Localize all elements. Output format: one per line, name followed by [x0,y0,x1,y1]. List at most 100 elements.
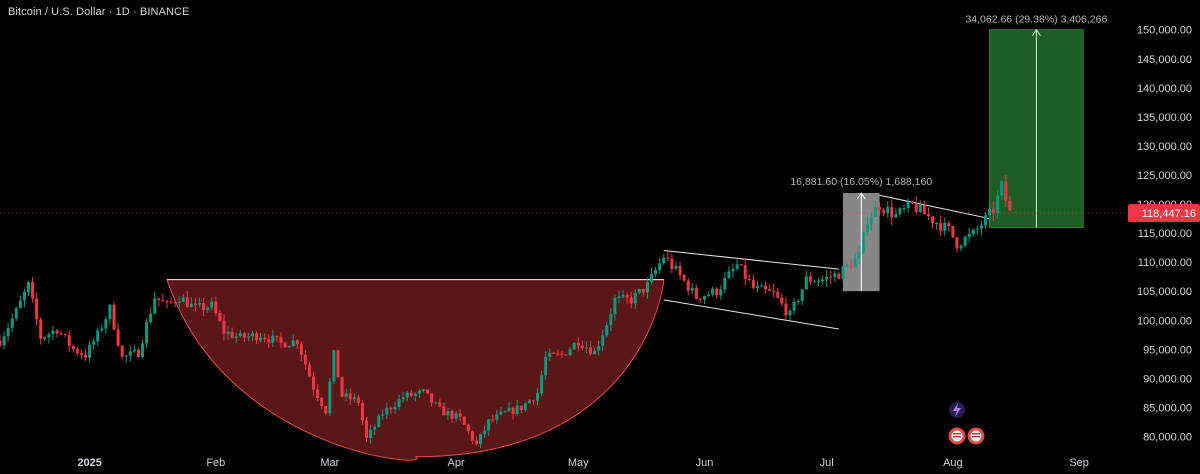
candle[interactable] [686,278,690,296]
candle[interactable] [442,402,446,416]
candle[interactable] [869,212,873,232]
candle[interactable] [935,221,939,230]
candle[interactable] [588,340,592,356]
candle[interactable] [373,424,377,436]
candle[interactable] [393,401,397,415]
candle[interactable] [580,340,584,351]
candle[interactable] [369,424,373,444]
candle[interactable] [303,350,307,370]
candle[interactable] [226,326,230,341]
candle[interactable] [755,281,759,293]
candle[interactable] [947,220,951,232]
candle[interactable] [849,259,853,270]
candle[interactable] [511,406,515,420]
candle[interactable] [128,345,132,362]
candle[interactable] [906,198,910,213]
candle[interactable] [112,301,116,331]
candle[interactable] [153,291,157,315]
candle[interactable] [560,351,564,358]
candle[interactable] [698,298,702,304]
candle[interactable] [788,308,792,321]
candle[interactable] [59,330,63,336]
candle[interactable] [434,401,438,404]
candle[interactable] [690,282,694,294]
candle[interactable] [584,341,588,354]
candle[interactable] [650,267,654,284]
cup-pattern-fill[interactable] [166,279,665,461]
candle[interactable] [479,433,483,448]
candle[interactable] [352,393,356,403]
candle[interactable] [31,277,35,303]
candle[interactable] [983,211,987,229]
candle[interactable] [336,350,340,378]
candle[interactable] [397,394,401,411]
candle[interactable] [450,409,454,423]
candle[interactable] [894,208,898,219]
candle[interactable] [157,298,161,307]
candle[interactable] [79,349,83,359]
candle[interactable] [291,333,295,348]
candle[interactable] [682,273,686,283]
candle[interactable] [474,436,478,446]
candle[interactable] [161,293,165,302]
candle[interactable] [963,235,967,248]
candle[interactable] [552,351,556,355]
candle[interactable] [670,254,674,274]
candle[interactable] [267,333,271,349]
candle[interactable] [165,300,169,309]
candle[interactable] [120,344,124,360]
candle[interactable] [865,216,869,236]
candle[interactable] [902,204,906,213]
candle[interactable] [739,263,743,267]
candle[interactable] [242,332,246,343]
candle[interactable] [654,266,658,277]
candle[interactable] [878,201,882,217]
candle[interactable] [401,392,405,403]
candle[interactable] [279,332,283,349]
candle[interactable] [503,410,507,413]
candle[interactable] [149,307,153,324]
candle[interactable] [88,340,92,362]
candle[interactable] [177,296,181,309]
candle[interactable] [711,286,715,297]
candle[interactable] [751,274,755,290]
candle[interactable] [210,297,214,311]
candle[interactable] [694,284,698,300]
candle[interactable] [593,347,597,355]
candle[interactable] [193,297,197,312]
candle[interactable] [792,297,796,316]
candle[interactable] [833,270,837,282]
candle[interactable] [181,294,185,303]
candle[interactable] [536,388,540,406]
candle[interactable] [271,329,275,348]
candle[interactable] [259,332,263,343]
candle[interactable] [527,398,531,404]
candle[interactable] [597,340,601,356]
resistance-trendline[interactable] [879,194,990,220]
candle[interactable] [360,399,364,425]
candle[interactable] [943,217,947,237]
candle[interactable] [959,243,963,252]
candle[interactable] [108,303,112,325]
candle[interactable] [727,266,731,279]
candle[interactable] [731,263,735,279]
candle[interactable] [853,252,857,268]
candle[interactable] [377,413,381,428]
candle[interactable] [760,283,764,287]
candle[interactable] [817,277,821,287]
candle[interactable] [662,253,666,266]
candle[interactable] [886,201,890,219]
candle[interactable] [845,263,849,269]
candle[interactable] [491,414,495,423]
candle[interactable] [719,284,723,300]
candle[interactable] [27,281,31,296]
candle[interactable] [617,290,621,304]
candle[interactable] [776,287,780,300]
candle[interactable] [764,281,768,294]
candle[interactable] [645,277,649,299]
candle[interactable] [43,336,47,342]
candle[interactable] [487,418,491,436]
candle[interactable] [971,228,975,237]
candle[interactable] [263,333,267,343]
